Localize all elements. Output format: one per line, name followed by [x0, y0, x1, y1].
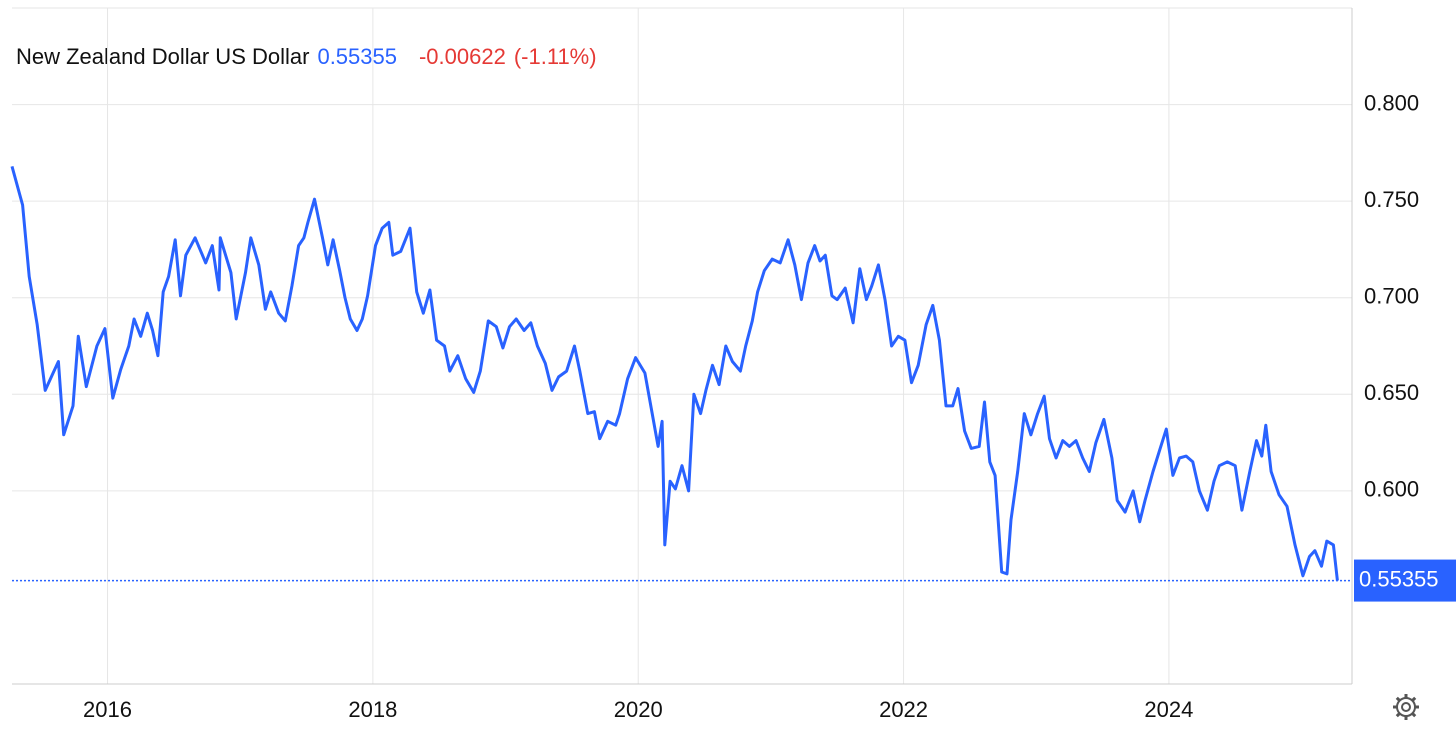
header-price: 0.55355 — [317, 44, 397, 69]
gear-hole — [1401, 702, 1411, 712]
last-price-box — [1354, 559, 1456, 602]
last-price-label: 0.55355 — [1359, 566, 1439, 591]
x-tick-label: 2020 — [614, 697, 663, 722]
chart-title: New Zealand Dollar US Dollar — [16, 44, 309, 69]
y-tick-label: 0.700 — [1364, 284, 1419, 309]
x-tick-label: 2022 — [879, 697, 928, 722]
gear-teeth — [1393, 694, 1419, 720]
price-line — [10, 166, 1339, 581]
settings-icon[interactable] — [1393, 694, 1419, 720]
gear-ring — [1396, 697, 1416, 717]
header-change: -0.00622 — [419, 44, 506, 69]
y-tick-label: 0.650 — [1364, 380, 1419, 405]
y-tick-label: 0.800 — [1364, 90, 1419, 115]
header-change-pct: (-1.11%) — [514, 44, 597, 69]
x-tick-label: 2018 — [348, 697, 397, 722]
x-tick-label: 2016 — [83, 697, 132, 722]
y-tick-label: 0.750 — [1364, 187, 1419, 212]
y-tick-label: 0.600 — [1364, 477, 1419, 502]
x-tick-label: 2024 — [1144, 697, 1193, 722]
